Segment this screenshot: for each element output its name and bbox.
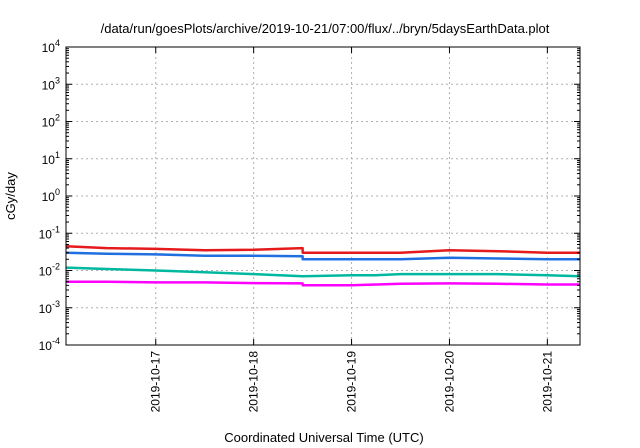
x-tick-label: 2019-10-19	[345, 351, 359, 413]
axis-ticks	[66, 46, 580, 346]
series-line-1	[65, 244, 580, 254]
series-group	[65, 244, 581, 287]
y-tick-labels: 10-4 10-3 10-2 10-1 100 101 102 103 104	[39, 38, 60, 353]
series-line-4	[66, 280, 580, 287]
series-line-2	[65, 266, 581, 278]
y-tick-label: 101	[42, 150, 60, 167]
y-tick-label: 104	[42, 38, 60, 55]
y-tick-label: 10-2	[39, 262, 60, 279]
chart-title: /data/run/goesPlots/archive/2019-10-21/0…	[101, 21, 550, 36]
x-tick-labels: 2019-10-17 2019-10-18 2019-10-19 2019-10-20…	[149, 351, 555, 413]
x-tick-label: 2019-10-18	[247, 351, 261, 413]
y-axis-label: cGy/day	[3, 172, 18, 220]
y-tick-label: 103	[42, 75, 60, 92]
x-tick-label: 2019-10-17	[149, 351, 163, 413]
x-axis-label: Coordinated Universal Time (UTC)	[224, 430, 423, 445]
y-tick-label: 102	[42, 113, 60, 130]
grid-lines	[66, 47, 580, 345]
y-tick-label: 10-4	[39, 336, 60, 353]
y-tick-label: 10-1	[39, 224, 60, 241]
series-line-3	[65, 251, 580, 261]
y-tick-label: 100	[42, 187, 60, 204]
x-tick-label: 2019-10-21	[540, 351, 554, 413]
x-tick-label: 2019-10-20	[442, 351, 456, 413]
y-tick-label: 10-3	[39, 299, 60, 316]
